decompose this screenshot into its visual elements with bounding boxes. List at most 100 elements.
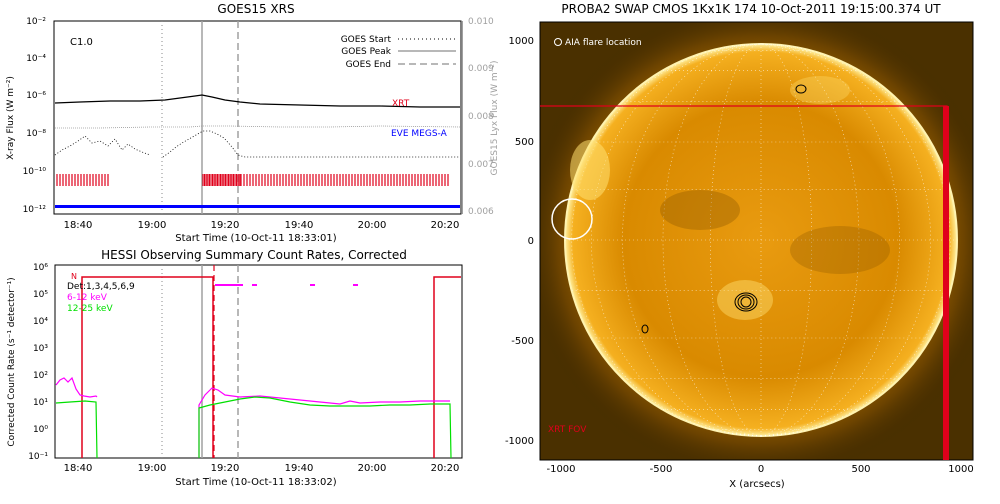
- aia-flare-circle: [551, 198, 593, 240]
- hessi-night-bar-2: [433, 276, 461, 458]
- hessi-flag-bar: [252, 284, 257, 286]
- goes-x-tick-labels: 18:40 19:00 19:20 19:40 20:00 20:20: [64, 220, 460, 231]
- swap-y-tick-labels: 1000 500 0 -500 -1000: [505, 36, 534, 447]
- hessi-night-bar-1: [81, 276, 214, 458]
- hessi-y-tick: 10¹: [33, 398, 48, 408]
- swap-axes-box: [539, 21, 974, 461]
- goes-ylabel: X-ray Flux (W m⁻²): [6, 76, 16, 160]
- hessi-y-tick: 10⁰: [33, 425, 48, 435]
- hessi-y-tick: 10⁻¹: [28, 452, 48, 462]
- goes-y-tick: 10⁻²: [26, 17, 46, 27]
- goes-title: GOES15 XRS: [217, 2, 294, 16]
- goes-axes-box: [53, 20, 462, 215]
- hessi-x-tick: 19:00: [138, 463, 167, 474]
- goes-y2label: GOES15 Lyx Flux (W m⁻²): [490, 61, 500, 176]
- swap-x-tick: 500: [851, 464, 870, 475]
- swap-y-tick: 0: [528, 236, 534, 247]
- hessi-y-tick: 10⁵: [33, 290, 48, 300]
- goes-y2-tick: 0.007: [468, 160, 494, 170]
- goes-y-tick: 10⁻⁸: [26, 129, 46, 139]
- longitude-line: [760, 43, 900, 437]
- xrt-observation-ticks: [56, 174, 449, 186]
- legend-goes-start-label: GOES Start: [341, 35, 392, 45]
- hessi-y-tick: 10³: [33, 344, 48, 354]
- swap-y-tick: 500: [515, 137, 534, 148]
- swap-x-tick: 0: [758, 464, 764, 475]
- xrt-fov-label: XRT FOV: [548, 425, 587, 435]
- swap-y-tick: -500: [511, 336, 534, 347]
- swap-y-tick: 1000: [509, 36, 534, 47]
- hessi-xlabel: Start Time (10-Oct-11 18:33:02): [175, 477, 336, 488]
- heliographic-grid: [565, 43, 957, 437]
- goes-y-tick: 10⁻¹²: [23, 205, 47, 215]
- swap-x-tick: -500: [650, 464, 673, 475]
- contour: [734, 292, 758, 312]
- hessi-x-tick: 19:40: [285, 463, 314, 474]
- bright-region-east: [570, 140, 610, 200]
- hessi-x-tick: 18:40: [64, 463, 93, 474]
- contour: [795, 84, 807, 94]
- hessi-flag-bar: [310, 284, 315, 286]
- hessi-flag-bar: [353, 284, 358, 286]
- hessi-night-label: N: [71, 272, 77, 281]
- goes-long-channel-line: [54, 94, 460, 108]
- goes-y-tick: 10⁻⁶: [26, 91, 46, 101]
- swap-x-tick: -1000: [546, 464, 575, 475]
- dark-region: [790, 226, 890, 274]
- hxr-contours: [641, 84, 807, 334]
- hessi-y-tick: 10⁴: [33, 317, 48, 327]
- aia-flare-legend-symbol: [554, 38, 562, 46]
- goes-panel: GOES15 XRS 10⁻² 10⁻⁴ 10⁻⁶ 10⁻⁸ 10⁻¹⁰ 10⁻…: [6, 2, 500, 244]
- goes-x-tick: 20:20: [431, 220, 460, 231]
- goes-lyx-flux-line: [55, 125, 461, 129]
- goes-short-channel-line: [54, 130, 460, 158]
- xrt-fov-edge: [943, 106, 949, 460]
- swap-xlabel: X (arcsecs): [729, 479, 785, 490]
- goes-x-tick: 20:00: [358, 220, 387, 231]
- goes-x-tick: 19:40: [285, 220, 314, 231]
- goes-x-tick: 18:40: [64, 220, 93, 231]
- contour: [641, 324, 649, 334]
- hessi-legend-6-12: 6-12 keV: [67, 293, 108, 303]
- goes-y2-tick: 0.009: [468, 64, 494, 74]
- goes-class-label: C1.0: [70, 37, 93, 48]
- hessi-ylabel: Corrected Count Rate (s⁻¹ detector⁻¹): [7, 277, 17, 446]
- dark-region: [660, 190, 740, 230]
- goes-xlabel: Start Time (10-Oct-11 18:33:01): [175, 233, 336, 244]
- hessi-x-tick: 20:00: [358, 463, 387, 474]
- swap-image: [540, 22, 973, 460]
- hessi-12-25-kev-line-1: [55, 400, 98, 459]
- goes-y2-tick: 0.006: [468, 207, 494, 217]
- hessi-title: HESSI Observing Summary Count Rates, Cor…: [101, 248, 407, 262]
- hessi-y-tick: 10²: [33, 371, 48, 381]
- eve-label: EVE MEGS-A: [391, 129, 448, 139]
- legend-goes-peak-label: GOES Peak: [341, 47, 391, 57]
- hessi-x-tick-labels: 18:40 19:00 19:20 19:40 20:00 20:20: [64, 463, 460, 474]
- goes-y2-tick: 0.008: [468, 112, 494, 122]
- hessi-axes-box: [54, 264, 463, 459]
- swap-panel: PROBA2 SWAP CMOS 1Kx1K 174 10-Oct-2011 1…: [505, 2, 974, 490]
- goes-y-tick: 10⁻¹⁰: [23, 167, 47, 177]
- swap-x-tick-labels: -1000 -500 0 500 1000: [546, 464, 973, 475]
- goes-y-tick: 10⁻⁴: [26, 54, 46, 64]
- swap-title: PROBA2 SWAP CMOS 1Kx1K 174 10-Oct-2011 1…: [561, 2, 941, 16]
- aia-flare-label: AIA flare location: [565, 38, 642, 48]
- goes-y2-tick: 0.010: [468, 17, 494, 27]
- hessi-6-12-kev-line-2: [198, 387, 450, 458]
- legend-goes-end-label: GOES End: [346, 60, 391, 70]
- hessi-x-tick: 20:20: [431, 463, 460, 474]
- longitude-line: [760, 43, 932, 437]
- contour: [737, 294, 755, 310]
- hessi-6-12-kev-line-1: [55, 376, 98, 398]
- eve-megs-a-coverage-bar: [55, 205, 460, 208]
- bright-region-north: [790, 76, 850, 104]
- hessi-x-tick: 19:20: [211, 463, 240, 474]
- longitude-line: [590, 43, 762, 437]
- goes-y2-tick-labels: 0.010 0.009 0.008 0.007 0.006: [468, 17, 494, 217]
- longitude-line: [622, 43, 762, 437]
- goes-x-tick: 19:20: [211, 220, 240, 231]
- hessi-panel: HESSI Observing Summary Count Rates, Cor…: [7, 248, 463, 488]
- hessi-legend-det: Det:1,3,4,5,6,9: [67, 282, 135, 292]
- hessi-12-25-kev-line-2: [198, 396, 452, 459]
